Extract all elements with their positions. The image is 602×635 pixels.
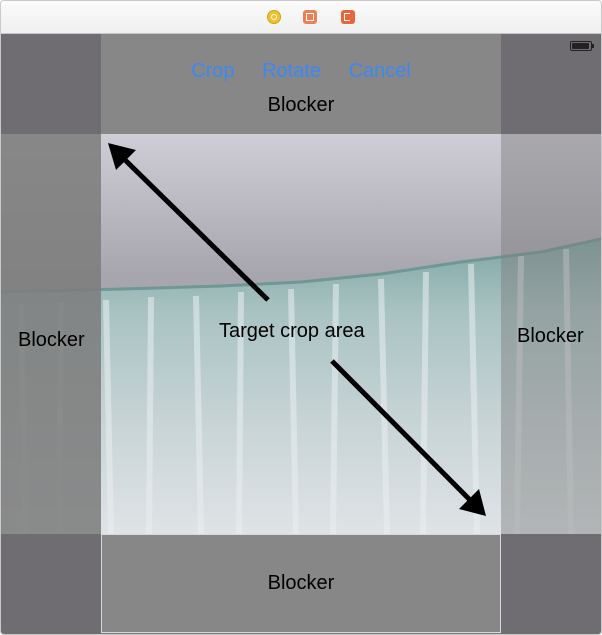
target-crop-area-label: Target crop area <box>219 320 365 342</box>
left-blocker: Blocker <box>1 134 101 534</box>
scene-dock <box>1 1 601 34</box>
corner-blocker-top-left <box>1 34 101 134</box>
view-canvas: Crop Rotate Cancel Blocker Blocker Block… <box>1 34 601 634</box>
bottom-blocker: Blocker <box>101 534 501 633</box>
battery-icon <box>570 41 594 51</box>
cancel-button[interactable]: Cancel <box>348 60 411 82</box>
exit-icon[interactable] <box>341 10 355 24</box>
top-blocker: Crop Rotate Cancel Blocker <box>101 34 501 134</box>
right-blocker-label: Blocker <box>517 325 584 347</box>
bottom-blocker-label: Blocker <box>267 572 335 594</box>
view-controller-icon[interactable] <box>267 10 281 24</box>
corner-blocker-bottom-right <box>501 534 601 634</box>
crop-toolbar: Crop Rotate Cancel <box>101 60 501 83</box>
corner-blocker-bottom-left <box>1 534 101 634</box>
crop-button[interactable]: Crop <box>191 60 235 82</box>
rotate-button[interactable]: Rotate <box>262 60 322 82</box>
top-blocker-label: Blocker <box>267 94 335 116</box>
left-blocker-label: Blocker <box>18 329 85 351</box>
first-responder-icon[interactable] <box>303 10 317 24</box>
right-blocker: Blocker <box>501 134 601 534</box>
